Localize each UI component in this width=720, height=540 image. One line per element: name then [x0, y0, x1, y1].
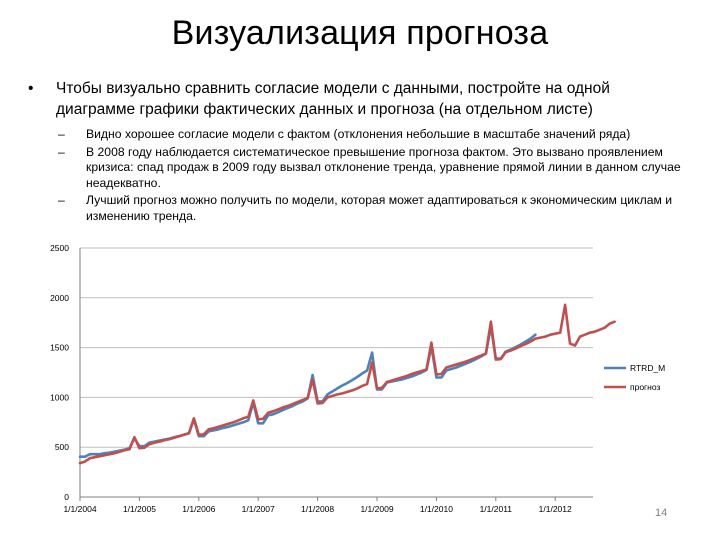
x-tick-label: 1/1/2005 — [123, 504, 156, 514]
main-bullet: • Чтобы визуально сравнить согласие моде… — [28, 78, 688, 120]
legend-label: RTRD_M — [630, 363, 665, 373]
page-number: 14 — [655, 507, 668, 519]
x-tick-label: 1/1/2009 — [360, 504, 393, 514]
sub-bullet-list: – Видно хорошее согласие модели с фактом… — [28, 127, 688, 225]
y-tick-label: 2500 — [50, 243, 69, 253]
y-tick-label: 1000 — [50, 392, 69, 402]
y-tick-label: 500 — [55, 442, 69, 452]
main-bullet-text: Чтобы визуально сравнить согласие модели… — [56, 80, 610, 118]
dash-icon: – — [58, 144, 65, 159]
dash-icon: – — [58, 193, 65, 208]
y-tick-label: 2000 — [50, 293, 69, 303]
sub-bullet-text: Видно хорошее согласие модели с фактом (… — [86, 127, 631, 141]
sub-bullet-text: Лучший прогноз можно получить по модели,… — [86, 193, 673, 223]
x-tick-label: 1/1/2006 — [182, 504, 215, 514]
series-line — [78, 303, 616, 465]
series-line — [78, 325, 537, 459]
x-tick-label: 1/1/2008 — [301, 504, 334, 514]
x-tick-label: 1/1/2004 — [63, 504, 96, 514]
x-tick-label: 1/1/2010 — [420, 504, 453, 514]
y-tick-label: 0 — [64, 492, 69, 502]
slide-title: Визуализация прогноза — [171, 14, 549, 52]
sub-bullet: – Видно хорошее согласие модели с фактом… — [58, 127, 688, 143]
sub-bullet: – Лучший прогноз можно получить по модел… — [58, 193, 688, 224]
x-tick-label: 1/1/2011 — [480, 504, 513, 514]
sub-bullet: – В 2008 году наблюдается систематическо… — [58, 145, 688, 192]
dash-icon: – — [58, 127, 65, 141]
legend-label: прогноз — [630, 382, 660, 392]
x-tick-label: 1/1/2007 — [242, 504, 275, 514]
x-tick-label: 1/1/2012 — [539, 504, 572, 514]
bullet-dot-icon: • — [28, 80, 34, 97]
sub-bullet-text: В 2008 году наблюдается систематическое … — [86, 144, 681, 190]
y-tick-label: 1500 — [50, 343, 69, 353]
bullet-list: • Чтобы визуально сравнить согласие моде… — [28, 78, 688, 227]
